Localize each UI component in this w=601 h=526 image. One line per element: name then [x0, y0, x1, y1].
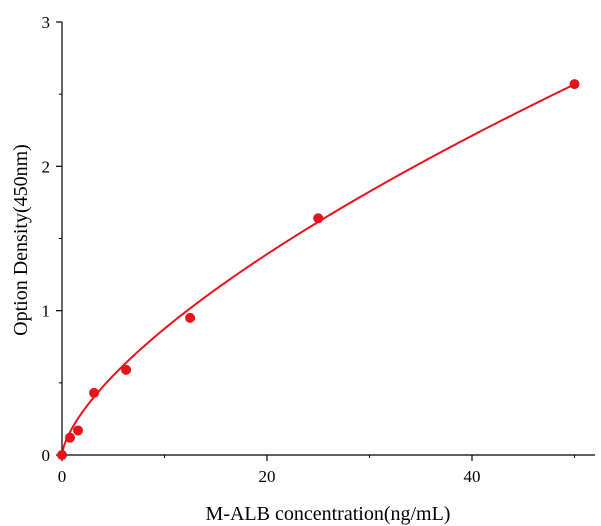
y-tick-label: 3 [42, 13, 51, 32]
data-point [121, 364, 132, 375]
x-tick-label: 20 [259, 467, 276, 486]
data-point [72, 425, 83, 436]
y-axis-title: Option Density(450nm) [10, 144, 32, 336]
y-tick-label: 2 [42, 157, 51, 176]
y-tick-label: 0 [42, 446, 51, 465]
x-tick-label: 40 [464, 467, 481, 486]
data-point [185, 312, 196, 323]
ticks [56, 21, 575, 461]
axes [61, 22, 595, 456]
y-tick-label: 1 [42, 302, 51, 321]
data-point [64, 432, 75, 443]
data-point [569, 79, 580, 90]
data-point [313, 213, 324, 224]
fit-curve [61, 83, 575, 456]
x-tick-label: 0 [58, 467, 67, 486]
x-axis-title: M-ALB concentration(ng/mL) [206, 503, 451, 525]
data-points [57, 79, 580, 460]
tick-labels: 0 1 2 3 0 20 40 [42, 13, 481, 486]
data-point [89, 387, 100, 398]
data-point [57, 450, 67, 460]
